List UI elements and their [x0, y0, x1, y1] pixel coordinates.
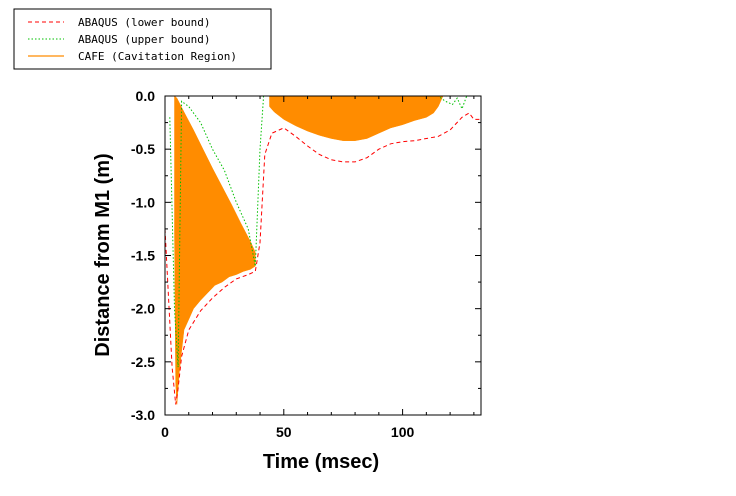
y-tick-label: -2.0 — [131, 301, 155, 317]
cafe-cavitation-region — [174, 95, 444, 405]
y-tick-label: -1.5 — [131, 248, 155, 264]
x-tick-label: 50 — [276, 424, 292, 440]
y-tick-label: -3.0 — [131, 407, 155, 423]
y-tick-label: -2.5 — [131, 354, 155, 370]
series-line-abaqus-lower — [164, 112, 481, 405]
cafe-region-late — [269, 95, 444, 141]
legend-label-lower: ABAQUS (lower bound) — [78, 16, 210, 29]
x-tick-label: 100 — [391, 424, 415, 440]
y-tick-label: -1.0 — [131, 194, 155, 210]
series-line-abaqus-upper — [169, 95, 481, 368]
y-axis-label: Distance from M1 (m) — [92, 153, 114, 356]
axis-ticks — [164, 95, 481, 416]
series-lines — [164, 95, 481, 405]
x-axis-label: Time (msec) — [263, 451, 379, 473]
legend-label-upper: ABAQUS (upper bound) — [78, 33, 210, 46]
cafe-region-early — [174, 95, 256, 405]
legend-label-cafe: CAFE (Cavitation Region) — [78, 50, 237, 63]
x-tick-label: 0 — [161, 424, 169, 440]
legend: ABAQUS (lower bound) ABAQUS (upper bound… — [13, 8, 272, 70]
y-tick-label: 0.0 — [136, 88, 156, 104]
tick-labels: 0 50 100 0.0 -0.5 -1.0 -1.5 -2.0 -2.5 -3.0 — [131, 88, 415, 440]
y-tick-label: -0.5 — [131, 141, 155, 157]
